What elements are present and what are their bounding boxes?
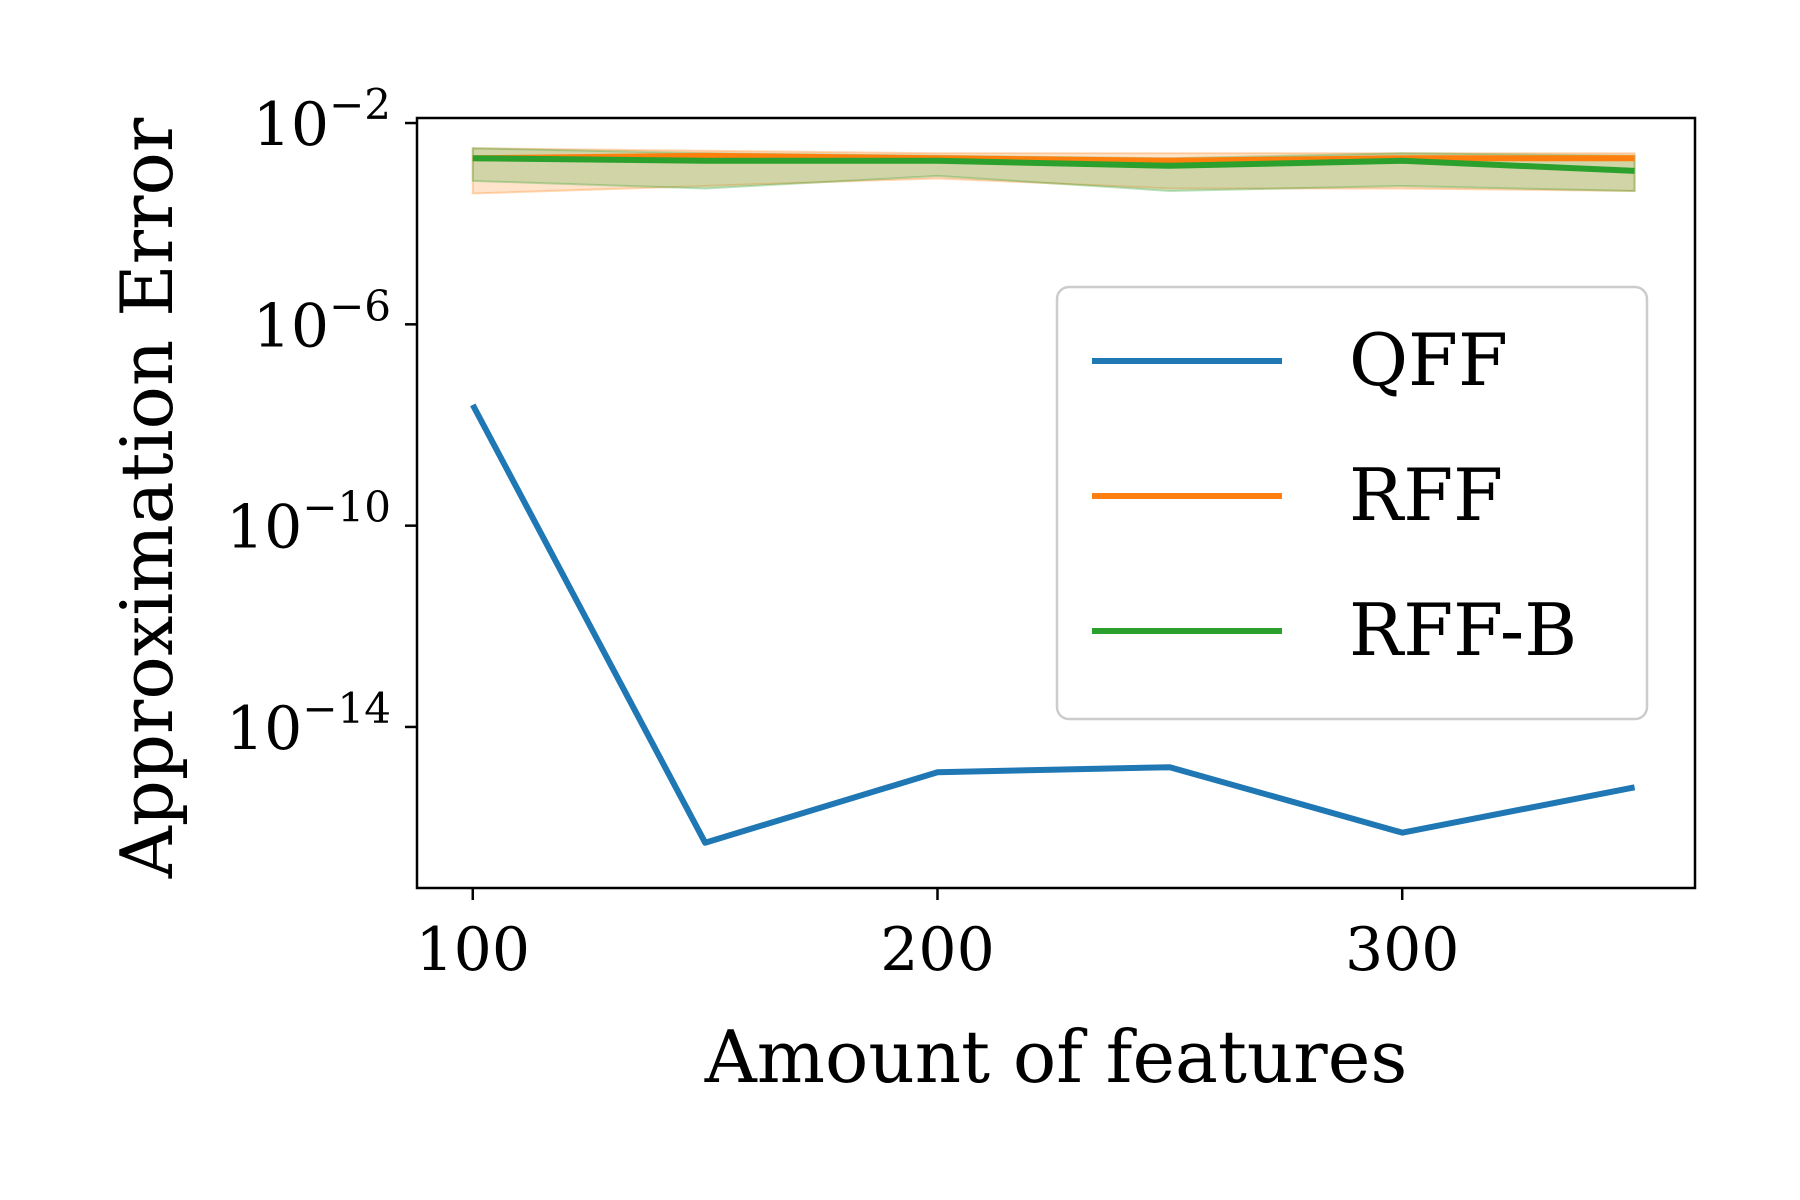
y-tick-base: 10 <box>253 291 329 361</box>
legend-label: RFF <box>1349 453 1503 537</box>
y-tick-exponent: −14 <box>302 684 391 733</box>
x-tick-label: 300 <box>1345 915 1460 985</box>
series-lines <box>470 152 1636 846</box>
y-tick-exponent: −2 <box>329 80 391 129</box>
y-tick-exponent: −6 <box>329 281 391 330</box>
legend-label: RFF-B <box>1349 588 1577 672</box>
y-tick-exponent: −10 <box>302 483 391 532</box>
legend-item-qff: QFF <box>1092 318 1508 402</box>
y-tick-label: 10−14 <box>226 684 391 764</box>
y-tick-label: 10−10 <box>226 483 391 563</box>
legend-box <box>1055 285 1649 721</box>
x-tick-label: 200 <box>880 915 995 985</box>
y-axis-label: Approximation Error <box>105 117 189 879</box>
rff-line <box>472 152 1635 164</box>
y-tick-base: 10 <box>253 90 329 160</box>
plot-frame <box>415 116 1697 890</box>
x-axis-label: Amount of features <box>704 1015 1408 1099</box>
x-tick-label: 100 <box>416 915 531 985</box>
y-tick-base: 10 <box>226 694 302 764</box>
rff-b-line <box>472 155 1635 174</box>
qff-line <box>470 403 1636 846</box>
y-tick-base: 10 <box>226 493 302 563</box>
y-tick-label: 10−2 <box>253 80 391 160</box>
x-axis-ticks: 100 200 300 <box>416 888 1460 985</box>
legend-item-rff-b: RFF-B <box>1092 588 1577 672</box>
legend-item-rff: RFF <box>1092 453 1503 537</box>
legend: QFF RFF RFF-B <box>1055 285 1649 721</box>
legend-label: QFF <box>1349 318 1508 402</box>
y-tick-label: 10−6 <box>253 281 391 361</box>
